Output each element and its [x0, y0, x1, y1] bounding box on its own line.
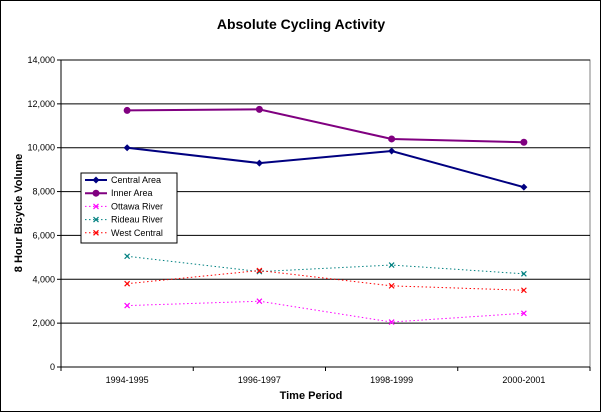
x-marker [520, 310, 527, 317]
y-tick-label: 4,000 [32, 274, 55, 284]
x-marker [256, 298, 263, 305]
x-marker [388, 262, 395, 268]
y-tick-labels: 0 2,000 4,000 6,000 8,000 10,000 12,000 14,000 [27, 55, 55, 372]
x-marker [124, 302, 131, 309]
legend-label: Ottawa River [111, 201, 163, 211]
x-marker [520, 287, 527, 294]
x-marker [388, 319, 395, 325]
diamond-marker [123, 144, 131, 152]
x-tick-label: 1994-1995 [106, 375, 149, 385]
y-tick-label: 14,000 [27, 55, 55, 65]
y-axis-title: 8 Hour Bicycle Volume [13, 154, 25, 272]
legend-items: Central Area Inner Area Ottawa River Rideau… [85, 175, 163, 238]
series-west-central [124, 267, 527, 294]
x-marker [93, 216, 99, 223]
circle-marker [123, 106, 131, 114]
chart-title: Absolute Cycling Activity [217, 16, 386, 32]
series-layer [123, 105, 528, 325]
x-tick-labels: 1994-1995 1996-1997 1998-1999 2000-2001 [106, 375, 546, 385]
y-tick-label: 8,000 [32, 187, 55, 197]
series-ottawa-river [124, 298, 527, 325]
diamond-marker [255, 159, 263, 167]
y-tick-label: 6,000 [32, 230, 55, 240]
circle-marker [520, 138, 528, 146]
legend-item-central-area: Central Area [85, 175, 161, 185]
circle-marker [255, 105, 263, 113]
legend-item-ottawa-river: Ottawa River [85, 201, 163, 211]
series-line-inner-area [127, 108, 524, 144]
x-marker [388, 282, 395, 289]
gridlines [57, 59, 591, 371]
legend-item-west-central: West Central [85, 228, 163, 238]
circle-marker [388, 135, 396, 143]
x-axis-title: Time Period [280, 390, 343, 402]
x-marker [520, 270, 527, 277]
circle-marker [92, 189, 100, 197]
x-marker [93, 203, 99, 210]
legend-item-inner-area: Inner Area [85, 188, 153, 198]
legend-label: Inner Area [111, 188, 153, 198]
x-tick-label: 2000-2001 [502, 375, 545, 385]
diamond-marker [520, 183, 528, 191]
series-central-area [123, 144, 528, 191]
series-inner-area [123, 105, 528, 146]
legend-label: Central Area [111, 175, 161, 185]
y-tick-label: 2,000 [32, 318, 55, 328]
diamond-marker [388, 147, 396, 155]
x-marker [124, 280, 131, 287]
series-rideau-river [124, 253, 527, 277]
x-marker [256, 267, 263, 274]
x-marker [124, 253, 131, 260]
series-line-central-area [127, 146, 525, 189]
series-line-ottawa-river [127, 300, 524, 323]
diamond-marker [92, 176, 100, 184]
x-tick-label: 1996-1997 [238, 375, 281, 385]
legend-label: West Central [111, 228, 163, 238]
x-marker [256, 268, 263, 275]
y-tick-label: 0 [50, 362, 55, 372]
legend-label: Rideau River [111, 215, 163, 225]
x-tick-label: 1998-1999 [370, 375, 413, 385]
series-line-west-central [127, 270, 524, 291]
legend: Central Area Inner Area Ottawa River Rideau… [80, 172, 178, 244]
y-tick-label: 10,000 [27, 143, 55, 153]
legend-item-rideau-river: Rideau River [85, 215, 163, 225]
x-marker [93, 229, 99, 236]
y-tick-label: 12,000 [27, 99, 55, 109]
